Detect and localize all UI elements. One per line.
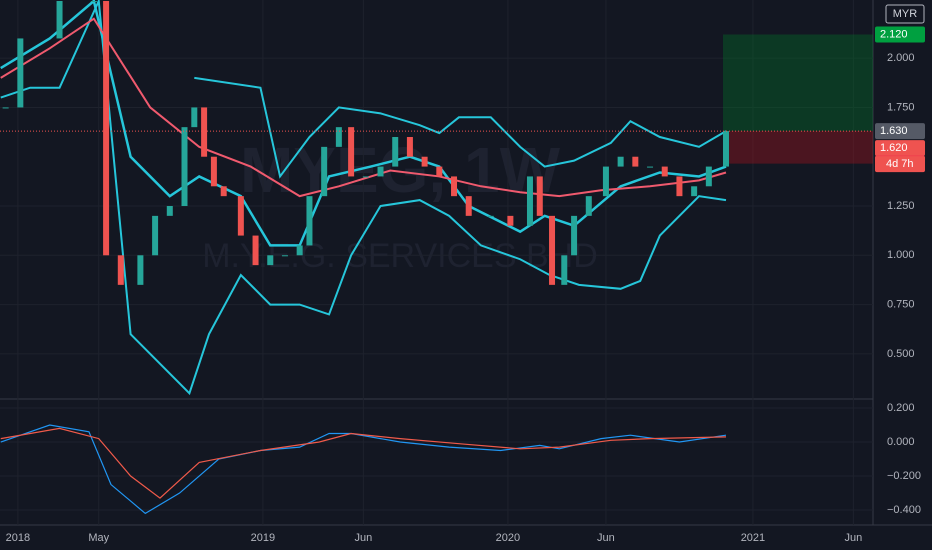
y-tick-label: −0.400: [887, 504, 921, 516]
x-tick-label: Jun: [845, 532, 863, 544]
candle: [691, 186, 698, 197]
candle: [536, 176, 543, 216]
candle: [117, 255, 124, 285]
candle: [602, 166, 609, 197]
candle: [632, 156, 639, 167]
y-tick-label: 1.000: [887, 249, 915, 261]
candle: [705, 166, 712, 187]
candle: [306, 196, 313, 246]
candle: [421, 156, 428, 167]
candle: [335, 127, 342, 147]
price-tag-label: 1.620: [880, 142, 908, 154]
candle: [549, 215, 556, 285]
candle: [210, 156, 217, 187]
x-tick-label: Jun: [354, 532, 372, 544]
candle: [561, 255, 568, 285]
candle: [585, 196, 592, 216]
candle: [267, 255, 274, 266]
candle: [507, 215, 514, 226]
candle: [296, 245, 303, 256]
candle: [152, 215, 159, 256]
indicator-line: [0, 17, 727, 198]
candle: [17, 38, 24, 108]
candle: [137, 255, 144, 285]
candle: [321, 146, 328, 197]
x-tick-label: 2018: [6, 532, 30, 544]
candle: [676, 176, 683, 197]
price-tag-label: 1.630: [880, 125, 908, 137]
x-tick-label: Jun: [597, 532, 615, 544]
candle: [451, 176, 458, 197]
y-tick-label: 0.200: [887, 402, 915, 414]
candle: [90, 0, 97, 2]
candle: [436, 166, 443, 177]
x-tick-label: May: [88, 532, 109, 544]
x-tick-label: 2020: [496, 532, 520, 544]
candle: [377, 166, 384, 177]
candle: [392, 137, 399, 167]
countdown: 4d 7h: [886, 158, 914, 170]
candle: [2, 107, 9, 109]
profit-zone: [722, 34, 873, 132]
candle: [103, 0, 110, 256]
x-tick-label: 2019: [251, 532, 275, 544]
candle: [487, 215, 494, 217]
candle: [362, 176, 369, 178]
currency[interactable]: MYR: [893, 8, 918, 20]
candle: [181, 127, 188, 207]
candle: [191, 107, 198, 128]
candle: [465, 196, 472, 216]
candle: [281, 255, 288, 257]
candle: [722, 131, 729, 167]
price-tag: [875, 26, 925, 43]
loss-zone: [722, 131, 873, 164]
x-tick-label: 2021: [741, 532, 765, 544]
candle: [526, 176, 533, 226]
candle: [348, 127, 355, 177]
candle: [406, 137, 413, 157]
indicator-line: [194, 76, 727, 179]
y-tick-label: 0.750: [887, 298, 915, 310]
candle: [647, 166, 654, 168]
y-tick-label: 0.500: [887, 348, 915, 360]
y-tick-label: 0.000: [887, 436, 915, 448]
candle: [166, 206, 173, 216]
candle: [571, 215, 578, 256]
candle: [661, 166, 668, 177]
candle: [201, 107, 208, 157]
y-tick-label: 1.250: [887, 200, 915, 212]
candle: [56, 0, 63, 39]
currency-box[interactable]: [885, 4, 925, 24]
y-tick-label: 1.750: [887, 101, 915, 113]
candle: [617, 156, 624, 167]
price-tag: [875, 140, 925, 157]
watermark: MYEG, 1W: [240, 134, 561, 206]
y-tick-label: −0.200: [887, 470, 921, 482]
price-tag: [875, 123, 925, 140]
candle: [252, 235, 259, 266]
candle: [220, 186, 227, 197]
indicator-line: [0, 0, 727, 396]
price-tag-label: 2.120: [880, 28, 908, 40]
indicator-line: [0, 427, 727, 499]
countdown-box: [875, 156, 925, 173]
y-tick-label: 2.000: [887, 52, 915, 64]
indicator-line: [0, 424, 727, 515]
candle: [237, 196, 244, 236]
indicator-line: [0, 0, 727, 247]
